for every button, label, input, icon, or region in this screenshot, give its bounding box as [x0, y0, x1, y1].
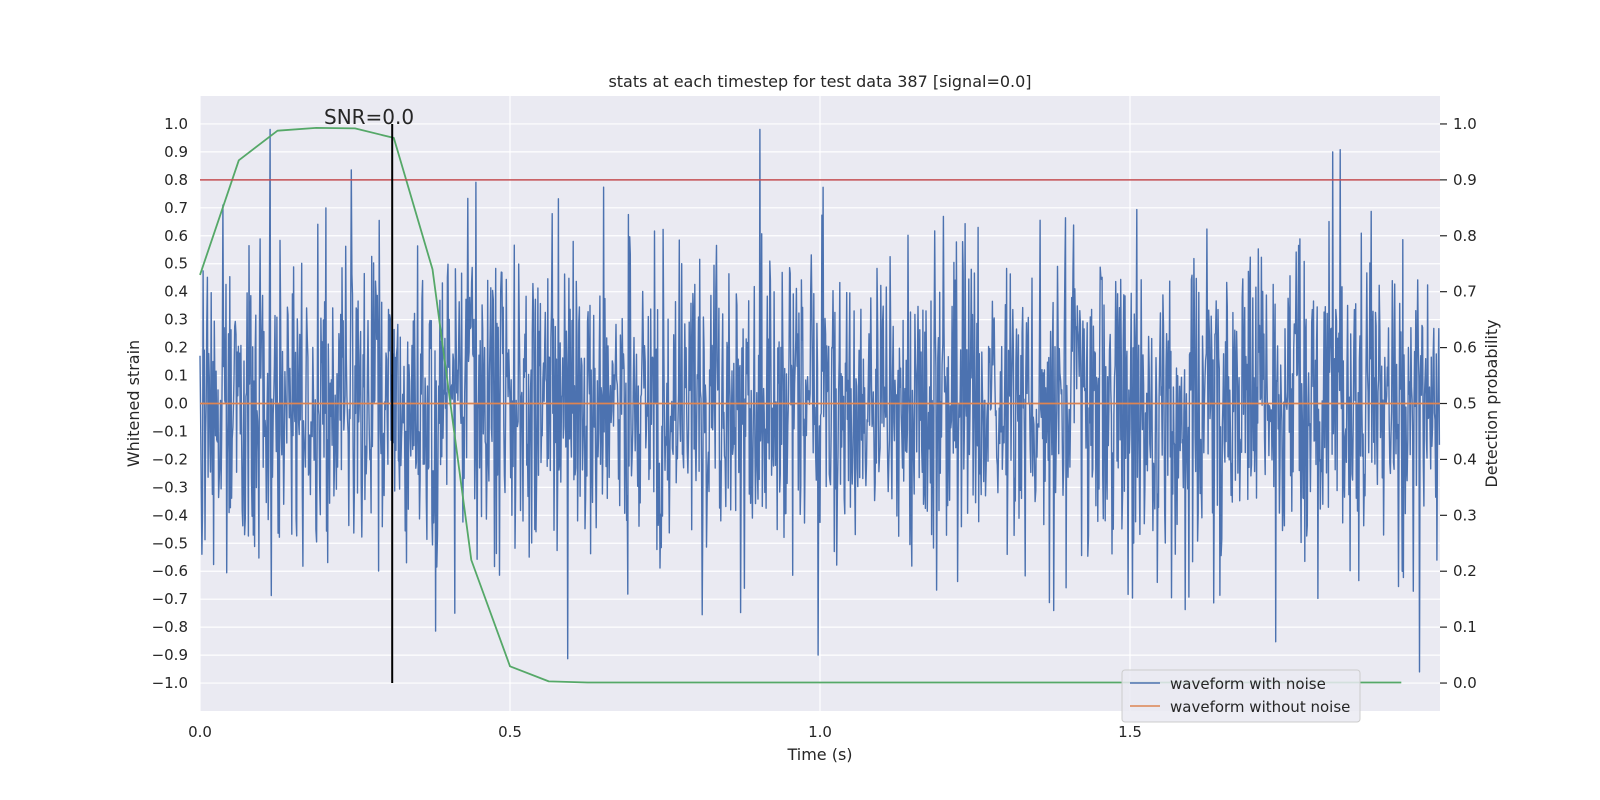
y-tick-label: 0.6	[164, 227, 188, 245]
y-tick-label: −0.4	[152, 506, 188, 524]
y-tick-label: 1.0	[164, 115, 188, 133]
y-tick-label: 0.8	[164, 171, 188, 189]
y-tick-label: 0.1	[164, 367, 188, 385]
y-tick-label: 0.4	[164, 283, 188, 301]
y-right-tick-label: 0.5	[1453, 395, 1477, 413]
y-tick-label: 0.9	[164, 143, 188, 161]
y-axis-label: Whitened strain	[124, 340, 143, 467]
x-tick-label: 1.5	[1118, 723, 1142, 741]
y-right-tick-label: 0.0	[1453, 674, 1477, 692]
y-tick-label: −0.6	[152, 562, 188, 580]
y-right-tick-label: 0.8	[1453, 227, 1477, 245]
snr-annotation: SNR=0.0	[324, 105, 414, 129]
legend-label-noise: waveform with noise	[1170, 675, 1326, 693]
y-tick-label: 0.0	[164, 395, 188, 413]
y-right-tick-label: 0.9	[1453, 171, 1477, 189]
y-tick-label: −0.8	[152, 618, 188, 636]
legend-box	[1121, 669, 1361, 723]
y-tick-label: 0.2	[164, 339, 188, 357]
y-right-tick-label: 0.1	[1453, 618, 1477, 636]
series-line-detection-probability	[199, 127, 1402, 684]
legend: waveform with noise waveform without noi…	[1121, 669, 1361, 723]
series-line-waveform-with-noise	[199, 128, 1441, 673]
y-tick-label: −0.7	[152, 590, 188, 608]
y-tick-label: −0.3	[152, 478, 188, 496]
y-tick-label: 0.3	[164, 311, 188, 329]
y-right-tick-label: 0.4	[1453, 450, 1477, 468]
series-layer	[199, 123, 1441, 684]
y-right-tick-label: 0.7	[1453, 283, 1477, 301]
y-tick-label: −0.9	[152, 646, 188, 664]
y-right-tick-label: 1.0	[1453, 115, 1477, 133]
y-right-tick-label: 0.2	[1453, 562, 1477, 580]
y-tick-label: −1.0	[152, 674, 188, 692]
y-tick-label: −0.2	[152, 450, 188, 468]
y-tick-label: 0.5	[164, 255, 188, 273]
x-tick-label: 1.0	[808, 723, 832, 741]
y-right-tick-label: 0.3	[1453, 506, 1477, 524]
y-right-tick-label: 0.6	[1453, 339, 1477, 357]
y-tick-label: −0.1	[152, 422, 188, 440]
x-tick-label: 0.5	[498, 723, 522, 741]
x-axis-label: Time (s)	[786, 745, 852, 764]
chart-title: stats at each timestep for test data 387…	[608, 72, 1031, 91]
y-tick-label: −0.5	[152, 534, 188, 552]
y-tick-label: 0.7	[164, 199, 188, 217]
x-tick-label: 0.0	[188, 723, 212, 741]
legend-label-clean: waveform without noise	[1170, 698, 1350, 716]
ticks-layer: 1.0 0.9 0.8 0.7 0.6 0.5 0.4 0.3 0.2 0.1 0.0 −0.1 −0.…	[152, 115, 1477, 741]
y-axis-right-label: Detection probability	[1482, 319, 1501, 487]
